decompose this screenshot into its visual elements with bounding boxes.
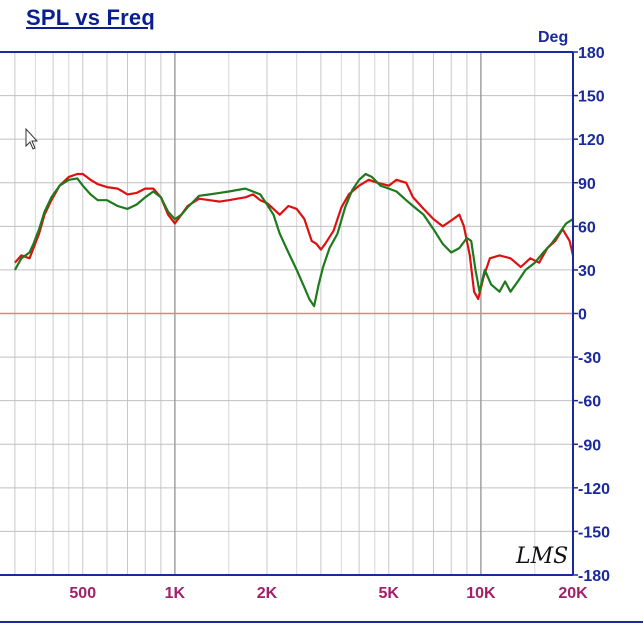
y-tick-label: -30 xyxy=(578,350,601,367)
y-tick-label: -90 xyxy=(578,437,601,454)
y-tick-label: 150 xyxy=(578,89,605,106)
x-tick-label: 1K xyxy=(165,585,186,602)
y-tick-label: 120 xyxy=(578,132,605,149)
x-tick-label: 5K xyxy=(379,585,400,602)
y-tick-label: 90 xyxy=(578,176,596,193)
series-layer xyxy=(13,172,575,308)
x-tick-labels: 500 1K 2K 5K 10K 20K xyxy=(69,585,588,602)
x-tick-label: 10K xyxy=(466,585,496,602)
y-tick-label: 0 xyxy=(578,307,587,324)
y-tick-labels: 180 150 120 90 60 30 0 -30 -60 -90 -120 -150 -180 xyxy=(578,45,610,585)
lms-logo: LMS xyxy=(515,544,568,569)
axes-layer xyxy=(0,51,643,623)
y-axis-unit-label: Deg xyxy=(538,29,568,46)
x-tick-label: 500 xyxy=(69,585,96,602)
major-grid xyxy=(0,52,573,575)
y-tick-label: -150 xyxy=(578,524,610,541)
y-tick-label: 60 xyxy=(578,219,596,236)
y-tick-label: -60 xyxy=(578,394,601,411)
mouse-cursor-icon xyxy=(25,127,39,150)
x-tick-label: 20K xyxy=(558,585,588,602)
series-line-red xyxy=(14,172,575,301)
x-tick-label: 2K xyxy=(257,585,278,602)
chart-title: SPL vs Freq xyxy=(26,5,155,30)
series-line-green xyxy=(13,172,574,308)
y-tick-label: -120 xyxy=(578,481,610,498)
y-tick-label: 180 xyxy=(578,45,605,62)
y-tick-label: 30 xyxy=(578,263,596,280)
y-tick-label: -180 xyxy=(578,568,610,585)
